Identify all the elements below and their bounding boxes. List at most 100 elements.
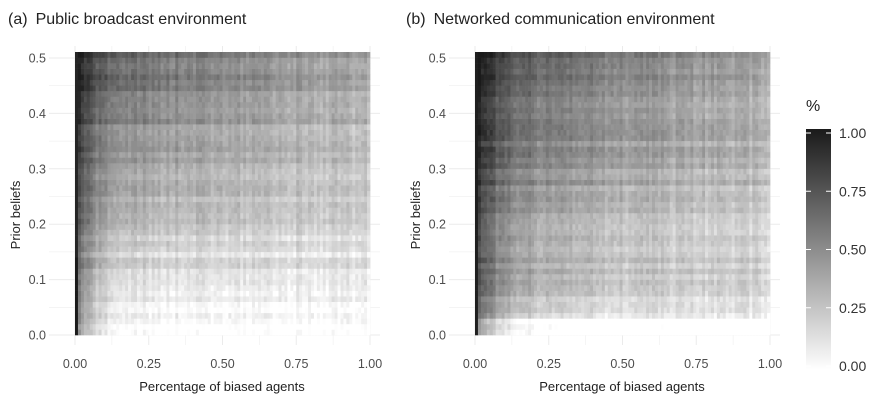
heatmap-cell — [346, 279, 350, 286]
heatmap-cell — [80, 118, 85, 125]
heatmap-cell — [110, 196, 114, 203]
heatmap-cell — [157, 157, 161, 164]
heatmap-cell — [231, 290, 235, 297]
heatmap-cell — [275, 240, 279, 247]
heatmap-cell — [361, 179, 365, 186]
heatmap-cell — [154, 262, 158, 269]
heatmap-cell — [257, 307, 262, 314]
heatmap-cell — [281, 124, 285, 130]
heatmap-cell — [358, 301, 362, 308]
heatmap-cell — [83, 113, 88, 119]
heatmap-cell — [331, 262, 335, 269]
heatmap-cell — [269, 179, 273, 186]
heatmap-cell — [257, 224, 262, 230]
heatmap-cell — [166, 151, 170, 158]
heatmap-cell — [272, 279, 276, 286]
heatmap-cell — [110, 218, 114, 225]
heatmap-cell — [195, 296, 200, 303]
heatmap-cell — [275, 212, 279, 219]
heatmap-cell — [361, 96, 365, 103]
heatmap-cell — [343, 63, 347, 69]
heatmap-cell — [193, 63, 197, 69]
heatmap-cell — [222, 124, 226, 130]
heatmap-cell — [222, 307, 226, 314]
heatmap-cell — [337, 329, 341, 336]
heatmap-cell — [225, 196, 229, 203]
heatmap-cell — [302, 101, 306, 108]
heatmap-cell — [89, 268, 93, 275]
heatmap-cell — [175, 257, 179, 264]
heatmap-cell — [181, 257, 185, 264]
heatmap-cell — [75, 229, 79, 236]
heatmap-cell — [134, 212, 138, 219]
heatmap-cell — [290, 63, 294, 69]
heatmap-cell — [107, 318, 111, 325]
heatmap-cell — [231, 101, 235, 108]
heatmap-cell — [284, 246, 288, 253]
heatmap-cell — [225, 74, 229, 81]
heatmap-cell — [361, 285, 365, 291]
heatmap-cell — [193, 85, 197, 92]
heatmap-cell — [195, 185, 200, 192]
heatmap-cell — [125, 85, 129, 92]
heatmap-cell — [104, 101, 108, 108]
heatmap-cell — [337, 140, 341, 147]
heatmap-cell — [290, 268, 294, 275]
heatmap-cell — [269, 251, 273, 258]
heatmap-cell — [325, 262, 329, 269]
heatmap-cell — [160, 296, 164, 303]
heatmap-cell — [257, 107, 262, 114]
heatmap-cell — [136, 318, 141, 325]
heatmap-cell — [80, 262, 85, 269]
heatmap-cell — [343, 224, 347, 230]
heatmap-cell — [325, 285, 329, 291]
heatmap-cell — [136, 63, 141, 69]
heatmap-cell — [178, 135, 182, 142]
heatmap-cell — [278, 251, 282, 258]
heatmap-cell — [142, 90, 147, 97]
heatmap-cell — [340, 190, 344, 197]
heatmap-cell — [325, 296, 329, 303]
heatmap-cell — [358, 157, 362, 164]
heatmap-cell — [237, 323, 241, 330]
heatmap-cell — [210, 74, 214, 81]
heatmap-cell — [287, 68, 291, 75]
heatmap-cell — [107, 235, 111, 241]
heatmap-cell — [222, 329, 226, 336]
heatmap-cell — [89, 96, 93, 103]
heatmap-cell — [104, 135, 108, 142]
heatmap-cell — [125, 174, 129, 180]
heatmap-cell — [240, 212, 244, 219]
heatmap-cell — [237, 90, 241, 97]
heatmap-cell — [201, 312, 206, 319]
heatmap-cell — [125, 113, 129, 119]
heatmap-cell — [322, 107, 327, 114]
heatmap-cell — [269, 124, 273, 130]
heatmap-cell — [122, 318, 126, 325]
heatmap-cell — [334, 329, 338, 336]
heatmap-cell — [278, 196, 282, 203]
heatmap-cell — [92, 318, 96, 325]
heatmap-cell — [169, 129, 173, 136]
heatmap-cell — [142, 168, 147, 175]
heatmap-cell — [293, 262, 297, 269]
heatmap-cell — [148, 229, 152, 236]
heatmap-cell — [313, 224, 318, 230]
heatmap-cell — [234, 157, 238, 164]
heatmap-cell — [145, 124, 150, 130]
heatmap-cell — [361, 113, 365, 119]
heatmap-cell — [254, 329, 259, 336]
heatmap-cell — [175, 323, 179, 330]
heatmap-cell — [346, 212, 350, 219]
heatmap-cell — [219, 251, 223, 258]
heatmap-cell — [302, 323, 306, 330]
heatmap-cell — [228, 118, 232, 125]
heatmap-cell — [125, 212, 129, 219]
heatmap-cell — [175, 85, 179, 92]
heatmap-cell — [355, 268, 359, 275]
heatmap-cell — [325, 168, 329, 175]
heatmap-cell — [249, 262, 253, 269]
heatmap-cell — [154, 273, 158, 280]
heatmap-cell — [75, 307, 79, 314]
heatmap-cell — [349, 251, 353, 258]
